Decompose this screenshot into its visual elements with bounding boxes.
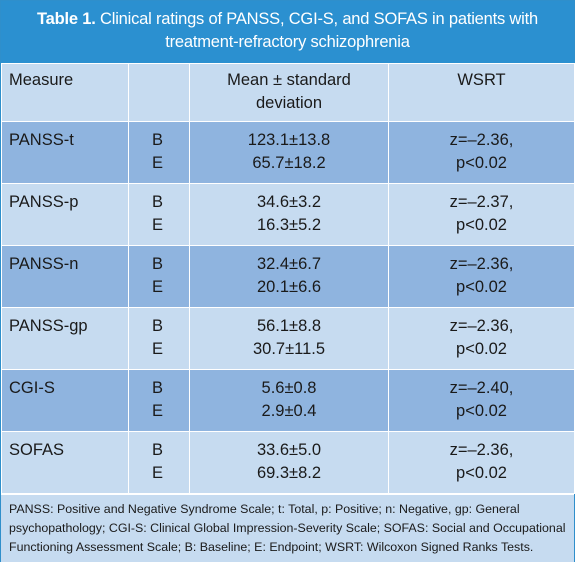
row-values: 56.1±8.8 30.7±11.5	[189, 307, 389, 370]
row-values: 34.6±3.2 16.3±5.2	[189, 183, 389, 246]
row-wsrt: z=–2.36, p<0.02	[388, 245, 575, 308]
header-mean-sd: Mean ± standard deviation	[189, 63, 389, 122]
caption-text-line2: treatment-refractory schizophrenia	[165, 33, 410, 51]
row-measure: PANSS-gp	[1, 307, 129, 370]
header-timepoint	[128, 63, 190, 122]
table-caption: Table 1. Clinical ratings of PANSS, CGI-…	[1, 1, 574, 63]
header-row: Measure Mean ± standard deviation WSRT	[1, 63, 575, 122]
row-measure: CGI-S	[1, 369, 129, 432]
row-wsrt: z=–2.36, p<0.02	[388, 431, 575, 494]
row-values: 32.4±6.7 20.1±6.6	[189, 245, 389, 308]
row-wsrt: z=–2.36, p<0.02	[388, 121, 575, 184]
header-measure: Measure	[1, 63, 129, 122]
caption-label: Table 1.	[37, 10, 96, 28]
row-measure: PANSS-t	[1, 121, 129, 184]
row-wsrt: z=–2.37, p<0.02	[388, 183, 575, 246]
caption-text-line1: Clinical ratings of PANSS, CGI-S, and SO…	[100, 10, 538, 28]
header-wsrt: WSRT	[388, 63, 575, 122]
row-wsrt: z=–2.40, p<0.02	[388, 369, 575, 432]
row-values: 5.6±0.8 2.9±0.4	[189, 369, 389, 432]
row-measure: PANSS-n	[1, 245, 129, 308]
table-footnote: PANSS: Positive and Negative Syndrome Sc…	[1, 494, 574, 562]
row-measure: PANSS-p	[1, 183, 129, 246]
row-values: 123.1±13.8 65.7±18.2	[189, 121, 389, 184]
row-wsrt: z=–2.36, p<0.02	[388, 307, 575, 370]
clinical-ratings-table: Measure Mean ± standard deviation WSRT P…	[1, 63, 575, 494]
row-measure: SOFAS	[1, 431, 129, 494]
row-values: 33.6±5.0 69.3±8.2	[189, 431, 389, 494]
